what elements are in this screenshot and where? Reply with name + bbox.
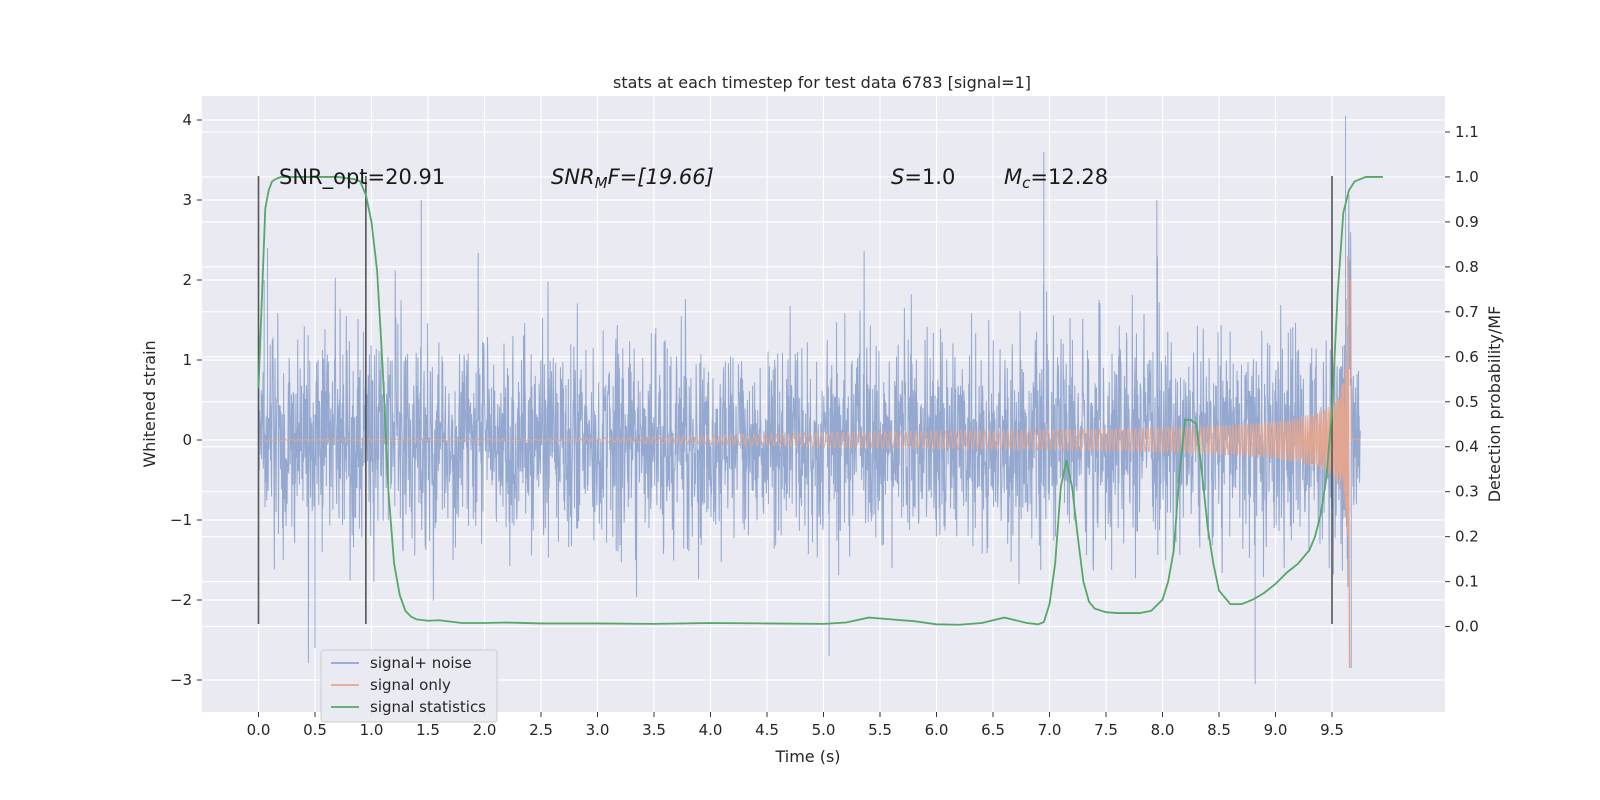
annotation-snr-mf-f: F=[19.66] (608, 165, 714, 189)
y-tick-label: 1 (182, 351, 192, 369)
y-tick-label: 3 (182, 191, 192, 209)
chart-title: stats at each timestep for test data 678… (613, 73, 1031, 92)
x-tick-label: 1.5 (416, 721, 440, 739)
y-tick-label: −1 (170, 511, 192, 529)
x-tick-label: 7.5 (1094, 721, 1118, 739)
y-tick-label: 0 (182, 431, 192, 449)
x-tick-label: 3.5 (642, 721, 666, 739)
x-tick-label: 2.5 (529, 721, 553, 739)
x-tick-label: 8.5 (1207, 721, 1231, 739)
x-tick-label: 9.0 (1264, 721, 1288, 739)
y2-tick-label: 0.3 (1455, 483, 1479, 501)
annotation-mc-value: =12.28 (1030, 165, 1108, 189)
x-tick-label: 4.5 (755, 721, 779, 739)
x-tick-label: 0.5 (303, 721, 327, 739)
annotation-mc: Mc=12.28 (1004, 165, 1108, 192)
y2-tick-label: 0.6 (1455, 348, 1479, 366)
y2-axis-label: Detection probability/MF (1485, 306, 1504, 503)
ticks: 0.0 0.5 1.0 1.5 2.0 2.5 3.0 3.5 4.0 4.5 5.0 5.5 6.0 6… (170, 111, 1479, 739)
x-tick-label: 1.0 (360, 721, 384, 739)
x-tick-label: 4.0 (699, 721, 723, 739)
y2-tick-label: 0.2 (1455, 528, 1479, 546)
y2-tick-label: 0.8 (1455, 258, 1479, 276)
legend: signal+ noise signal only signal statist… (320, 649, 498, 723)
series-signal-only (258, 255, 1361, 669)
y2-tick-label: 1.1 (1455, 123, 1479, 141)
x-tick-label: 2.0 (473, 721, 497, 739)
x-tick-label: 9.5 (1320, 721, 1344, 739)
y2-tick-label: 0.1 (1455, 573, 1479, 591)
y-tick-label: 2 (182, 271, 192, 289)
y-tick-label: 4 (182, 111, 192, 129)
x-tick-label: 6.0 (925, 721, 949, 739)
y2-tick-label: 0.9 (1455, 213, 1479, 231)
annotation-s: S=1.0 (891, 165, 955, 189)
y2-tick-label: 0.0 (1455, 618, 1479, 636)
y2-tick-label: 1.0 (1455, 168, 1479, 186)
annotation-snr-mf-sub: M (595, 174, 608, 192)
annotation-snr-mf-label: SNR (551, 165, 595, 189)
x-axis-label: Time (s) (774, 747, 840, 766)
annotation-mc-sub: c (1022, 174, 1031, 192)
y2-tick-label: 0.7 (1455, 303, 1479, 321)
annotation-snr-opt: SNR_opt=20.91 (279, 165, 445, 190)
legend-label-signal-statistics: signal statistics (370, 698, 486, 716)
legend-box (320, 649, 498, 723)
x-tick-label: 6.5 (981, 721, 1005, 739)
x-tick-label: 0.0 (247, 721, 271, 739)
series-signal-statistics (257, 176, 1383, 626)
signal-only-merger (1347, 255, 1351, 669)
annotation-s-label: S (891, 165, 904, 189)
x-tick-label: 7.0 (1038, 721, 1062, 739)
y-tick-label: −3 (170, 671, 192, 689)
y-tick-label: −2 (170, 591, 192, 609)
y2-tick-label: 0.4 (1455, 438, 1479, 456)
x-tick-label: 8.0 (1151, 721, 1175, 739)
line-signal-statistics (257, 176, 1383, 626)
x-tick-label: 3.0 (586, 721, 610, 739)
y2-tick-label: 0.5 (1455, 393, 1479, 411)
annotation-mc-label: M (1004, 165, 1022, 189)
legend-label-signal-noise: signal+ noise (370, 654, 472, 672)
x-tick-label: 5.0 (812, 721, 836, 739)
y-axis-label: Whitened strain (140, 340, 159, 467)
annotation-snr-mf: SNRMF=[19.66] (551, 165, 714, 192)
legend-label-signal-only: signal only (370, 676, 451, 694)
annotation-s-value: =1.0 (904, 165, 955, 189)
line-signal-only (258, 280, 1361, 536)
x-tick-label: 5.5 (868, 721, 892, 739)
